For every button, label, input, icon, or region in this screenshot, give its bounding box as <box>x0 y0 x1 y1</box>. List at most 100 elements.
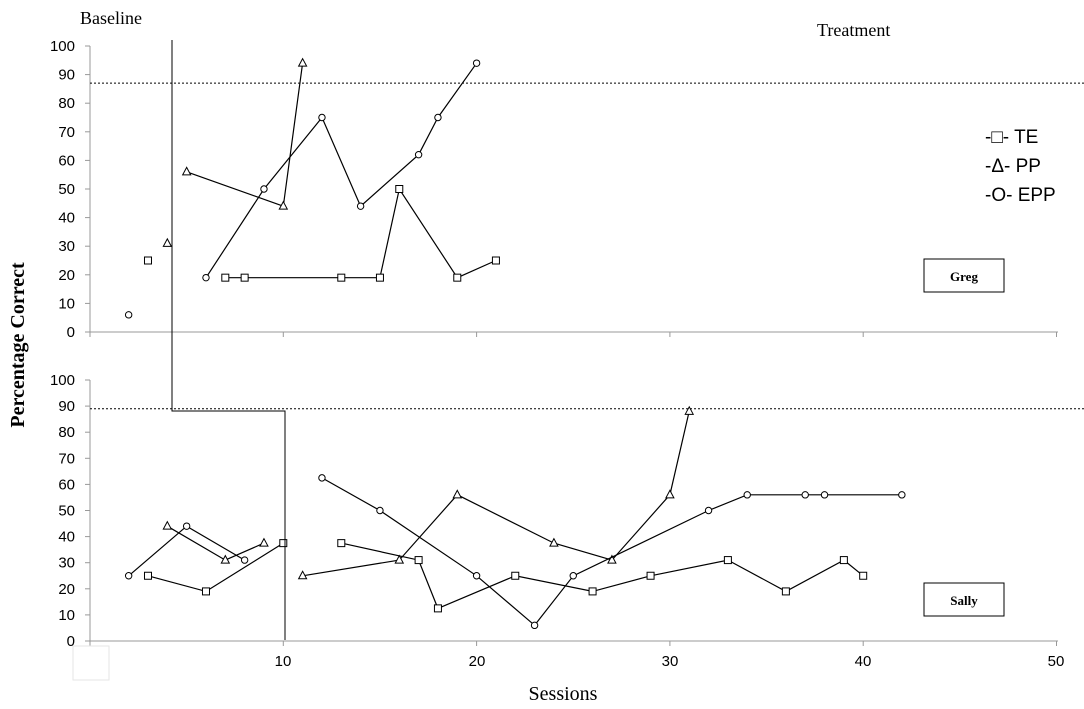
data-point-pp-sally <box>297 570 308 580</box>
data-point-epp-sally <box>743 491 751 499</box>
y-tick-label: 10 <box>58 607 75 624</box>
phase-label-baseline: Baseline <box>80 8 142 28</box>
data-point-te-sally <box>859 571 868 580</box>
y-tick-label: 100 <box>50 372 75 389</box>
series-line-epp-baseline-sally <box>128 525 245 577</box>
data-point-pp-sally <box>549 537 559 547</box>
data-point-te-greg <box>221 273 230 282</box>
data-point-te-greg <box>240 273 249 282</box>
data-point-pp-sally <box>162 520 173 530</box>
participant-box-greg: Greg <box>923 258 1005 293</box>
phase-change-line <box>171 40 286 640</box>
participant-box-sally: Sally <box>923 582 1005 617</box>
y-axis-label: Percentage Correct <box>7 262 29 428</box>
y-tick-label: 90 <box>58 67 75 84</box>
data-point-epp-sally <box>182 522 191 530</box>
x-tick-30: 30 <box>662 653 679 670</box>
data-point-epp-greg <box>202 273 210 282</box>
series-line-epp-treatment-sally <box>321 477 902 627</box>
data-point-pp-sally <box>607 554 617 564</box>
x-tick-labels: 10 20 30 40 50 <box>275 653 1065 670</box>
data-point-te-greg <box>375 273 384 282</box>
panel-sally: 0 10 20 30 40 50 60 70 80 90 100 <box>50 372 1084 650</box>
data-point-epp-sally <box>318 474 326 482</box>
data-point-epp-greg <box>472 59 481 67</box>
data-point-epp-greg <box>434 113 442 122</box>
y-tick-label: 40 <box>58 529 75 546</box>
data-point-epp-sally <box>704 506 713 515</box>
data-point-pp-greg <box>181 166 192 176</box>
data-point-epp-sally <box>820 491 829 499</box>
data-point-epp-sally <box>898 491 906 499</box>
data-point-pp-sally <box>394 554 405 564</box>
y-tick-label: 90 <box>58 398 75 415</box>
x-tick-20: 20 <box>469 653 486 670</box>
y-tick-label: 70 <box>58 124 75 141</box>
data-point-pp-greg <box>162 237 173 247</box>
data-point-pp-sally <box>259 537 269 547</box>
data-point-epp-sally <box>240 556 249 564</box>
y-tick-label: 50 <box>58 503 75 520</box>
data-point-pp-sally <box>665 489 675 499</box>
x-tick-50: 50 <box>1048 653 1065 670</box>
data-point-te-sally <box>839 556 848 565</box>
data-point-epp-greg <box>414 150 423 159</box>
y-tick-label: 60 <box>58 476 75 493</box>
phase-label-treatment: Treatment <box>817 20 890 40</box>
data-point-epp-greg <box>356 202 365 210</box>
data-point-epp-sally <box>472 572 481 580</box>
data-point-te-greg <box>491 256 500 265</box>
data-point-pp-greg <box>297 57 308 67</box>
data-point-te-greg <box>143 256 152 265</box>
data-point-te-greg <box>337 273 346 282</box>
data-point-te-sally <box>414 556 423 565</box>
x-tick-40: 40 <box>855 653 872 670</box>
y-tick-label: 60 <box>58 152 75 169</box>
data-point-epp-sally <box>124 572 133 580</box>
legend-entry-te: -□- TE <box>985 127 1038 148</box>
data-point-epp-greg <box>318 113 326 122</box>
legend: -□- TE -Δ- PP -O- EPP <box>985 127 1056 206</box>
participant-label-sally: Sally <box>950 593 978 608</box>
series-line-te-treatment-greg <box>225 187 497 279</box>
data-point-te-sally <box>723 556 732 565</box>
participant-label-greg: Greg <box>950 269 978 284</box>
data-point-te-sally <box>588 587 597 596</box>
data-point-pp-sally <box>220 554 231 564</box>
x-axis-label: Sessions <box>529 683 598 705</box>
data-point-te-sally <box>511 571 520 580</box>
y-tick-label: 0 <box>67 633 75 650</box>
data-point-te-sally <box>337 539 346 548</box>
data-point-epp-greg <box>124 311 133 319</box>
panel-greg: 0 10 20 30 40 50 60 70 80 90 100 <box>50 38 1084 341</box>
data-point-te-sally <box>433 604 442 613</box>
series-line-pp-treatment-greg <box>186 63 304 208</box>
data-point-pp-sally <box>452 489 463 499</box>
y-tick-label: 100 <box>50 38 75 55</box>
data-point-te-greg <box>395 185 404 193</box>
y-tick-label: 70 <box>58 450 75 467</box>
data-point-epp-sally <box>801 491 809 499</box>
data-point-te-sally <box>143 571 152 580</box>
data-point-te-sally <box>646 571 655 580</box>
y-tick-label: 30 <box>58 238 75 255</box>
data-point-pp-sally <box>684 405 695 415</box>
data-point-epp-sally <box>530 621 539 630</box>
data-point-epp-greg <box>260 185 268 193</box>
blank-box <box>72 645 110 681</box>
y-tick-label: 30 <box>58 555 75 572</box>
y-tick-label: 80 <box>58 424 75 441</box>
data-point-epp-sally <box>569 572 577 580</box>
y-tick-label: 50 <box>58 181 75 198</box>
data-point-te-sally <box>781 587 790 596</box>
data-point-te-greg <box>453 273 462 282</box>
y-tick-label: 40 <box>58 210 75 227</box>
data-point-epp-sally <box>376 506 384 515</box>
data-point-pp-greg <box>278 200 289 210</box>
legend-entry-pp: -Δ- PP <box>985 156 1041 177</box>
series-line-te-treatment-sally <box>341 542 864 610</box>
y-tick-label: 10 <box>58 295 75 312</box>
y-tick-label: 80 <box>58 95 75 112</box>
y-tick-label: 20 <box>58 267 75 284</box>
